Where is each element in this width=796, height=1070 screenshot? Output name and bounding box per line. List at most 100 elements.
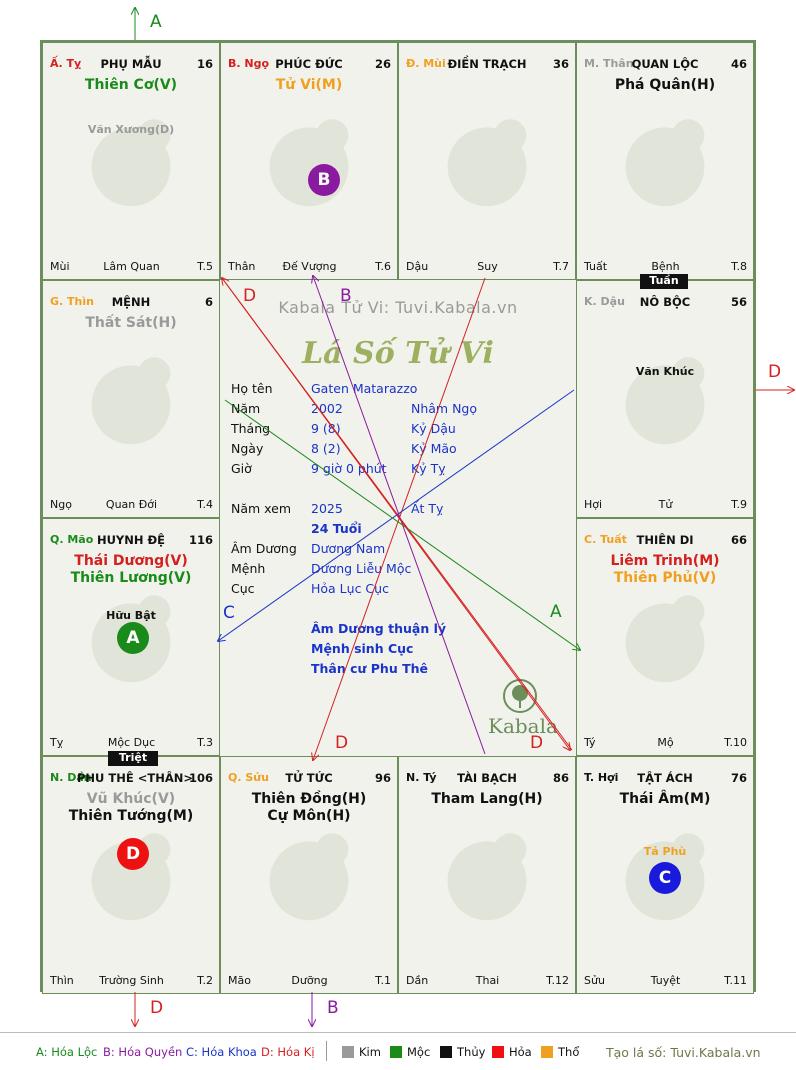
palace-age: 46 bbox=[730, 57, 747, 71]
palace-footer-branch: Ngọ bbox=[50, 498, 72, 511]
palace-stem-branch: M. Thân bbox=[584, 57, 634, 70]
palace-footer-branch: Dậu bbox=[406, 260, 429, 273]
palace-footer-period: T.7 bbox=[553, 260, 569, 273]
minor-star: Văn Xương(D) bbox=[87, 123, 175, 136]
major-star: Thất Sát(H) bbox=[85, 315, 177, 331]
label-bottom-d: D bbox=[150, 998, 164, 1018]
minor-star: Tả Phù bbox=[643, 845, 687, 858]
palace-footer-branch: Tý bbox=[584, 736, 596, 749]
palace-footer: Tý Mộ T.10 bbox=[584, 735, 747, 749]
kim-swatch-icon bbox=[342, 1046, 354, 1058]
info-note: Âm Dương thuận lý bbox=[311, 621, 447, 636]
major-star: Cự Môn(H) bbox=[267, 808, 351, 824]
major-stars: Thái Dương(V) Thiên Lương(V) bbox=[43, 553, 219, 587]
legend-hoa: Hỏa bbox=[492, 1045, 532, 1059]
info-note: Thân cư Phu Thê bbox=[311, 661, 428, 676]
legend-bar: A: Hóa Lộc B: Hóa Quyền C: Hóa Khoa D: H… bbox=[0, 1032, 796, 1070]
palace-age: 16 bbox=[196, 57, 213, 71]
palace-footer-period: T.12 bbox=[546, 974, 569, 987]
palace-ty: Ấ. Tỵ PHỤ MẪU 16 Thiên Cơ(V) Văn Xương(D) Mùi… bbox=[42, 42, 220, 280]
info-note: Mệnh sinh Cục bbox=[311, 641, 414, 656]
major-stars: Thái Âm(M) bbox=[577, 791, 753, 808]
palace-footer-stage: Thai bbox=[475, 974, 500, 987]
palace-footer-stage: Quan Đới bbox=[105, 498, 158, 511]
legend-moc: Mộc bbox=[390, 1045, 430, 1059]
palace-footer-branch: Dần bbox=[406, 974, 429, 987]
palace-footer-stage: Mộ bbox=[657, 736, 674, 749]
palace-stem-branch: Đ. Mùi bbox=[406, 57, 446, 70]
major-stars: Liêm Trinh(M) Thiên Phủ(V) bbox=[577, 553, 753, 587]
legend-thuy: Thủy bbox=[440, 1045, 485, 1059]
palace-footer-stage: Đế Vượng bbox=[282, 260, 337, 273]
palace-stem-branch: K. Dậu bbox=[584, 295, 625, 308]
palace-age: 86 bbox=[552, 771, 569, 785]
palace-than: M. Thân QUAN LỘC 46 Phá Quân(H) Tuất Bệnh T.8 bbox=[576, 42, 754, 280]
palace-footer: Tuất Bệnh T.8 bbox=[584, 259, 747, 273]
moc-swatch-icon bbox=[390, 1046, 402, 1058]
palace-footer-period: T.11 bbox=[724, 974, 747, 987]
palace-footer: Thân Đế Vượng T.6 bbox=[228, 259, 391, 273]
palace-stem-branch: N. Tý bbox=[406, 771, 437, 784]
palace-dau: K. Dậu NÔ BỘC 56 Văn Khúc Hợi Tử T.9 bbox=[576, 280, 754, 518]
chart-title: Lá Số Tử Vi bbox=[302, 336, 494, 371]
info-value: 24 Tuổi bbox=[311, 521, 362, 536]
info-label: Mệnh bbox=[231, 561, 266, 576]
info-value: 2025 bbox=[311, 501, 343, 516]
palace-footer-period: T.8 bbox=[731, 260, 747, 273]
palace-name: HUYNH ĐỆ bbox=[96, 533, 166, 547]
watermark-text: Kabala Tử Vi: Tuvi.Kabala.vn bbox=[278, 298, 518, 317]
hoa-swatch-icon bbox=[492, 1046, 504, 1058]
label-center-c: C bbox=[223, 603, 235, 623]
palace-footer-period: T.1 bbox=[375, 974, 391, 987]
center-info-panel: Kabala Tử Vi: Tuvi.Kabala.vn Lá Số Tử Vi H… bbox=[220, 280, 576, 756]
palace-footer: Thìn Trường Sinh T.2 bbox=[50, 973, 213, 987]
palace-footer-stage: Tuyệt bbox=[650, 974, 681, 987]
label-center-a: A bbox=[550, 602, 562, 622]
thuy-swatch-icon bbox=[440, 1046, 452, 1058]
triet-stamp: Triệt bbox=[108, 751, 158, 766]
palace-age: 56 bbox=[730, 295, 747, 309]
palace-footer-branch: Tỵ bbox=[50, 736, 64, 749]
palace-footer: Dậu Suy T.7 bbox=[406, 259, 569, 273]
palace-footer-branch: Sửu bbox=[584, 974, 605, 987]
palace-stem-branch: G. Thìn bbox=[50, 295, 94, 308]
palace-footer: Dần Thai T.12 bbox=[406, 973, 569, 987]
palace-stem-branch: Q. Mão bbox=[50, 533, 94, 546]
palace-footer-branch: Tuất bbox=[584, 260, 608, 273]
zodiac-animal-icon bbox=[447, 833, 527, 921]
palace-name: MỆNH bbox=[111, 295, 151, 309]
palace-footer-stage: Dưỡng bbox=[291, 974, 328, 987]
palace-tuat: C. Tuất THIÊN DI 66 Liêm Trinh(M) Thiên Phủ(… bbox=[576, 518, 754, 756]
legend-kim-label: Kim bbox=[359, 1045, 381, 1059]
palace-footer-period: T.10 bbox=[724, 736, 747, 749]
palace-age: 116 bbox=[188, 533, 213, 547]
palace-name: PHÚC ĐỨC bbox=[275, 57, 343, 71]
palace-age: 26 bbox=[374, 57, 391, 71]
palace-footer-stage: Lâm Quan bbox=[103, 260, 160, 273]
legend-site-link[interactable]: Tạo lá số: Tuvi.Kabala.vn bbox=[606, 1045, 761, 1060]
major-star: Tử Vi(M) bbox=[275, 77, 343, 93]
zodiac-animal-icon bbox=[625, 595, 705, 683]
palace-name: TẬT ÁCH bbox=[637, 771, 693, 785]
palace-footer-period: T.6 bbox=[375, 260, 391, 273]
label-right-d: D bbox=[768, 362, 782, 382]
major-star: Thiên Cơ(V) bbox=[84, 77, 178, 93]
info-canchi: Kỷ Tỵ bbox=[411, 461, 446, 476]
palace-thin: G. Thìn MỆNH 6 Thất Sát(H) Ngọ Quan Đới T.4 bbox=[42, 280, 220, 518]
palace-footer: Mão Dưỡng T.1 bbox=[228, 973, 391, 987]
palace-footer-period: T.2 bbox=[197, 974, 213, 987]
major-star: Vũ Khúc(V) bbox=[86, 791, 176, 807]
legend-kim: Kim bbox=[342, 1045, 381, 1059]
palace-age: 96 bbox=[374, 771, 391, 785]
palace-name: NÔ BỘC bbox=[639, 295, 691, 309]
palace-stem-branch: B. Ngọ bbox=[228, 57, 270, 70]
legend-divider bbox=[326, 1041, 327, 1061]
palace-footer-stage: Bệnh bbox=[651, 260, 680, 273]
info-canchi: Kỷ Mão bbox=[411, 441, 457, 456]
palace-footer-branch: Mão bbox=[228, 974, 251, 987]
legend-tho: Thổ bbox=[541, 1045, 579, 1059]
palace-suu: Q. Sửu TỬ TỨC 96 Thiên Đồng(H) Cự Môn(H) Mão D… bbox=[220, 756, 398, 994]
major-star: Thiên Tướng(M) bbox=[68, 808, 194, 824]
palace-footer: Mùi Lâm Quan T.5 bbox=[50, 259, 213, 273]
legend-tho-label: Thổ bbox=[558, 1045, 580, 1059]
